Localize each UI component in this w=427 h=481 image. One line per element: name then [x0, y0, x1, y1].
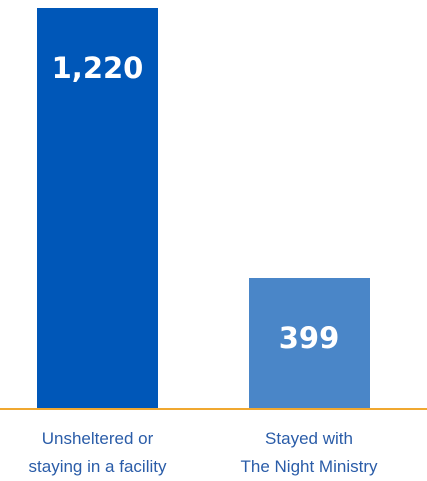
value-label: 1,220: [51, 51, 144, 85]
bar: [37, 8, 158, 409]
bar: [248, 277, 370, 409]
baseline: [0, 408, 427, 410]
x-tick-label: Unsheltered or staying in a facility: [28, 429, 167, 476]
x-tick-label: Stayed with The Night Ministry: [240, 429, 378, 476]
value-label: 399: [278, 320, 340, 355]
